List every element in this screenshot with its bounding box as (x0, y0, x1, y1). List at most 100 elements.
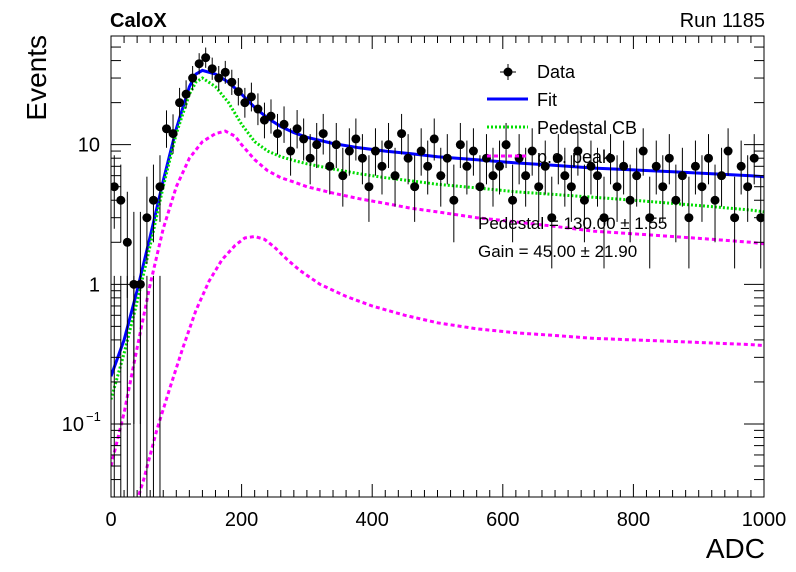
data-marker (560, 171, 570, 181)
x-tick-label: 400 (356, 509, 389, 531)
data-marker (142, 213, 152, 223)
data-point (606, 134, 616, 185)
data-marker (488, 171, 498, 181)
y-tick-label: 10 (62, 414, 84, 436)
data-marker (148, 195, 158, 205)
data-marker (717, 171, 727, 181)
y-tick-label: 1 (89, 274, 100, 296)
data-point (344, 128, 354, 176)
x-tick-label: 0 (105, 509, 116, 531)
y-tick-label: 10 (78, 135, 100, 157)
pedestal-annotation: Pedestal = 130.00 ± 1.55 (478, 214, 667, 233)
data-point (351, 118, 361, 161)
data-marker (436, 171, 446, 181)
data-marker (201, 53, 211, 63)
data-point (370, 128, 380, 176)
data-marker (703, 153, 713, 163)
data-marker (619, 161, 629, 171)
x-tick-label: 200 (225, 509, 258, 531)
data-point (181, 80, 191, 109)
data-point (664, 134, 674, 185)
data-marker (377, 161, 387, 171)
data-point (357, 134, 367, 185)
data-marker (625, 195, 635, 205)
data-marker (423, 161, 433, 171)
data-point (658, 155, 668, 222)
data-point (697, 155, 707, 222)
data-marker (468, 146, 478, 156)
data-marker (553, 153, 563, 163)
data-point (638, 128, 648, 176)
data-point (540, 140, 550, 195)
data-marker (384, 140, 394, 150)
data-point (730, 176, 740, 269)
data-marker (612, 182, 622, 192)
data-point (632, 147, 642, 207)
legend-label-fit: Fit (537, 90, 557, 110)
data-marker (246, 92, 256, 102)
data-marker (534, 182, 544, 192)
data-point (318, 113, 328, 155)
gain-annotation: Gain = 45.00 ± 21.90 (478, 242, 637, 261)
data-point (501, 122, 511, 169)
data-point (214, 65, 224, 91)
data-point (188, 65, 198, 91)
legend-label-data: Data (537, 62, 576, 82)
legend-entry-pedestal: Pedestal CB (487, 118, 637, 138)
data-marker (416, 146, 426, 156)
data-marker (194, 59, 204, 69)
data-point (534, 155, 544, 222)
data-marker (573, 146, 583, 156)
curve-p-e-peak-2 (111, 129, 764, 467)
data-marker (671, 195, 681, 205)
data-point (312, 122, 322, 169)
run-label: Run 1185 (680, 10, 765, 32)
data-marker (227, 77, 237, 87)
data-point (586, 140, 596, 195)
legend-entry-fit: Fit (487, 90, 557, 110)
legend-entry-data: Data (500, 62, 576, 82)
data-point (495, 140, 505, 195)
data-point (592, 147, 602, 207)
data-marker (403, 153, 413, 163)
data-marker (357, 153, 367, 163)
data-point (645, 176, 655, 269)
data-point (462, 140, 472, 195)
data-point (508, 164, 518, 243)
data-point (390, 147, 400, 207)
data-marker (259, 115, 269, 125)
data-marker (449, 195, 459, 205)
data-point (547, 176, 557, 269)
data-marker (710, 195, 720, 205)
data-point (710, 164, 720, 243)
data-point (488, 147, 498, 207)
legend-marker (503, 67, 513, 77)
experiment-label: CaloX (110, 10, 167, 32)
data-point (259, 102, 269, 139)
data-point (475, 155, 485, 222)
data-marker (632, 171, 642, 181)
data-marker (495, 161, 505, 171)
data-marker (220, 67, 230, 77)
data-marker (442, 153, 452, 163)
data-marker (684, 213, 694, 223)
data-marker (305, 153, 315, 163)
data-point (364, 155, 374, 222)
data-marker (364, 182, 374, 192)
data-point (201, 47, 211, 68)
data-marker (331, 140, 341, 150)
data-point (671, 164, 681, 243)
data-marker (214, 73, 224, 83)
legend: Data Fit Pedestal CB p.e. peak (487, 62, 637, 167)
y-axis-label: Events (21, 35, 52, 121)
data-point (279, 106, 289, 143)
data-point (292, 110, 302, 149)
x-ticks: 0 200 400 600 800 1000 (105, 36, 786, 531)
data-point (331, 122, 341, 169)
x-tick-label: 600 (486, 509, 519, 531)
data-marker (547, 213, 557, 223)
data-point (690, 140, 700, 195)
data-marker (338, 171, 348, 181)
data-marker (207, 64, 217, 74)
